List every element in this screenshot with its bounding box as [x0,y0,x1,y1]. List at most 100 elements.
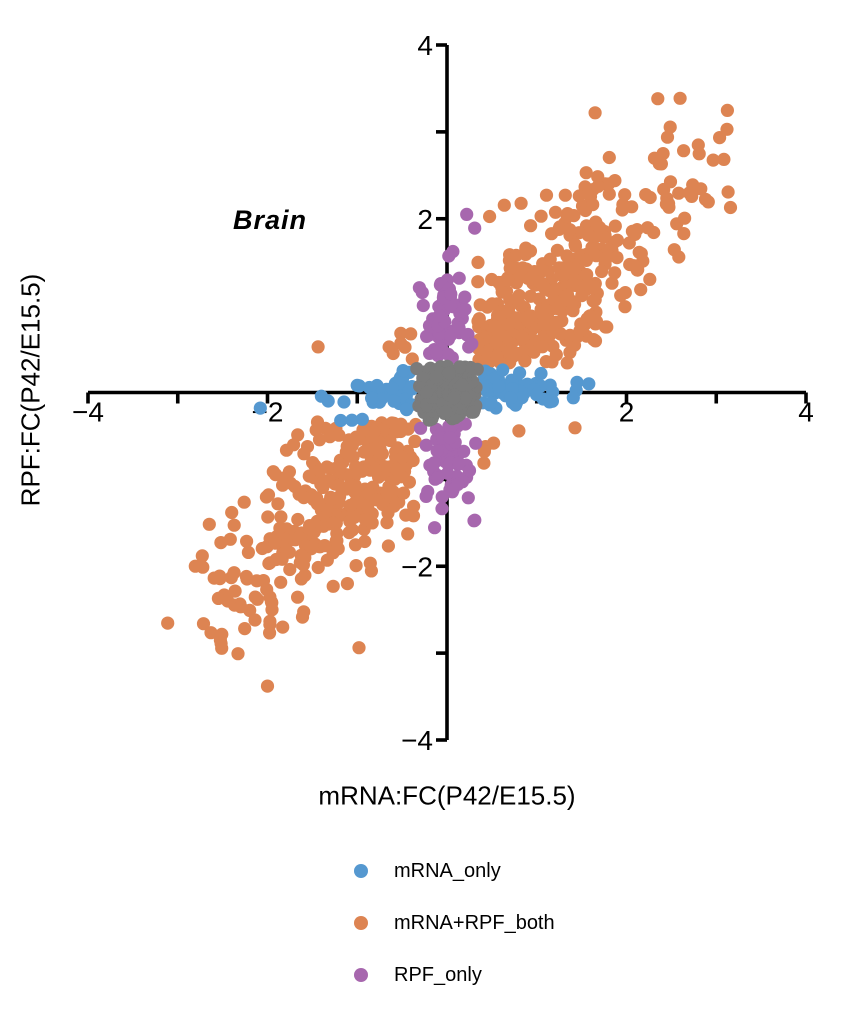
legend-item-rpf-only: RPF_only [354,963,555,987]
point-mRNA_only [345,413,359,427]
point-mRNA+RPF_both [720,103,735,117]
point-mRNA+RPF_both [677,144,691,158]
point-mRNA_only [402,382,416,396]
point-mRNA+RPF_both [291,512,305,527]
point-mRNA+RPF_both [608,219,622,233]
legend-item-mrna-rpf-both: mRNA+RPF_both [354,911,555,935]
point-mRNA+RPF_both [591,179,605,193]
legend-label: RPF_only [394,963,482,986]
point-mRNA+RPF_both [291,590,305,604]
point-mRNA_only [566,391,580,405]
point-no_change [455,378,469,392]
point-mRNA+RPF_both [672,186,686,200]
point-mRNA+RPF_both [314,477,328,491]
point-mRNA+RPF_both [586,294,600,308]
point-RPF_only [469,436,483,450]
point-mRNA+RPF_both [326,579,340,593]
point-RPF_only [430,444,444,458]
point-RPF_only [458,290,472,304]
point-mRNA+RPF_both [207,571,221,585]
point-mRNA+RPF_both [647,225,661,240]
point-mRNA+RPF_both [602,150,616,165]
point-mRNA+RPF_both [561,261,575,275]
point-mRNA+RPF_both [608,174,622,188]
point-mRNA+RPF_both [580,277,594,291]
point-mRNA+RPF_both [381,539,395,553]
point-mRNA+RPF_both [593,221,607,235]
point-mRNA+RPF_both [663,120,677,134]
point-mRNA+RPF_both [605,276,619,290]
point-mRNA+RPF_both [471,275,485,289]
point-mRNA+RPF_both [563,223,577,237]
point-RPF_only [419,438,433,452]
point-mRNA+RPF_both [276,620,290,634]
tick-label: 2 [619,397,635,428]
point-mRNA+RPF_both [549,282,563,296]
legend-label: mRNA_only [394,859,501,882]
point-mRNA+RPF_both [618,286,632,300]
tick-label: −4 [401,725,433,756]
y-axis-label: RPF:FC(P42/E15.5) [15,273,46,507]
point-mRNA+RPF_both [273,521,287,535]
point-mRNA+RPF_both [367,425,381,439]
point-mRNA+RPF_both [263,590,277,604]
point-mRNA+RPF_both [363,556,377,570]
point-mRNA+RPF_both [672,250,686,264]
point-mRNA+RPF_both [580,268,594,282]
point-mRNA+RPF_both [352,641,366,655]
point-no_change [453,360,467,374]
point-RPF_only [443,431,457,445]
point-mRNA+RPF_both [659,197,674,211]
point-RPF_only [462,464,477,478]
point-mRNA+RPF_both [261,510,275,524]
point-mRNA+RPF_both [347,510,361,524]
point-RPF_only [468,513,482,527]
point-mRNA+RPF_both [343,498,358,512]
point-mRNA+RPF_both [394,326,408,340]
point-mRNA+RPF_both [274,575,288,589]
point-mRNA_only [365,391,379,405]
point-mRNA+RPF_both [369,493,383,507]
point-mRNA_only [337,395,351,409]
point-mRNA+RPF_both [263,626,277,640]
point-RPF_only [435,502,449,516]
point-mRNA+RPF_both [717,152,731,166]
point-no_change [447,391,461,405]
point-RPF_only [468,221,482,235]
point-mRNA+RPF_both [627,259,641,273]
point-mRNA+RPF_both [356,423,370,437]
tick-label: 4 [417,30,433,61]
point-RPF_only [442,249,456,263]
point-mRNA+RPF_both [331,542,345,556]
point-mRNA+RPF_both [516,331,530,345]
point-mRNA+RPF_both [240,534,254,548]
point-mRNA+RPF_both [368,463,382,477]
point-mRNA+RPF_both [560,249,574,263]
point-RPF_only [460,207,474,221]
point-mRNA+RPF_both [408,434,422,448]
point-mRNA+RPF_both [521,313,535,328]
point-mRNA+RPF_both [340,577,354,591]
point-mRNA+RPF_both [647,151,662,165]
point-mRNA+RPF_both [471,255,485,269]
point-mRNA+RPF_both [548,205,563,219]
point-mRNA+RPF_both [195,549,209,563]
point-mRNA+RPF_both [502,317,516,331]
legend-marker-icon [354,968,368,982]
point-mRNA+RPF_both [265,603,279,617]
point-RPF_only [444,299,458,313]
point-mRNA+RPF_both [579,166,593,180]
point-RPF_only [429,345,444,359]
point-mRNA_only [534,366,548,381]
point-mRNA_only [334,413,348,428]
point-mRNA+RPF_both [348,538,363,552]
point-RPF_only [452,321,466,335]
point-mRNA+RPF_both [297,491,311,505]
point-mRNA+RPF_both [595,264,609,279]
point-mRNA+RPF_both [240,572,254,586]
point-mRNA+RPF_both [318,539,332,553]
point-mRNA+RPF_both [575,289,589,303]
point-mRNA+RPF_both [720,122,734,136]
point-mRNA+RPF_both [625,224,640,238]
